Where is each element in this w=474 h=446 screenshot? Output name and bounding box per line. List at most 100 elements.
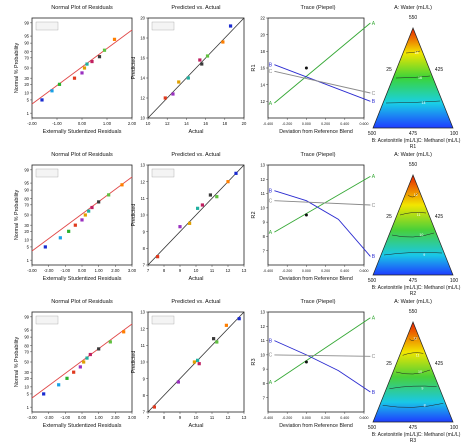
x-tick-label: 0.600 xyxy=(360,416,369,420)
pva-plot-title: Predicted vs. Actual xyxy=(171,152,220,158)
x-tick-label: 10 xyxy=(194,268,199,273)
y-tick-label: 80 xyxy=(24,49,29,54)
ternary-bottom-mid-value: 475 xyxy=(409,425,418,431)
x-axis-label: Deviation from Reference Blend xyxy=(279,129,353,135)
contour-line xyxy=(383,252,443,256)
y-tick-label: 20 xyxy=(24,376,29,381)
data-point xyxy=(186,76,190,80)
y-tick-label: 12 xyxy=(260,177,265,182)
data-point xyxy=(82,360,86,364)
reference-line xyxy=(31,176,133,252)
y-tick-label: 10 xyxy=(140,360,145,365)
x-tick-label: 0.400 xyxy=(340,269,349,273)
ternary-top-label: A: Water (mL/L) xyxy=(394,152,432,158)
data-point xyxy=(234,171,238,175)
x-tick-label: 8 xyxy=(163,415,166,420)
trace-label-c: C xyxy=(372,354,376,360)
ternary-mid-left-value: 25 xyxy=(386,361,392,367)
trace-line-b xyxy=(274,64,371,102)
y-tick-label: 8 xyxy=(263,381,266,386)
trace-plot-title: Trace (Piepel) xyxy=(301,152,336,158)
y-tick-label: 99 xyxy=(24,20,29,25)
y-tick-label: 5 xyxy=(27,245,30,250)
x-tick-label: 7 xyxy=(147,268,150,273)
y-tick-label: 1 xyxy=(27,111,30,116)
data-point xyxy=(228,24,233,28)
ternary-right-label: C: Methanol (mL/L) xyxy=(418,432,461,438)
ternary-bottom-left-value: 500 xyxy=(368,131,377,137)
ternary-subtitle: R3 xyxy=(410,438,417,444)
data-point xyxy=(198,58,202,62)
ternary-subtitle: R2 xyxy=(410,291,417,297)
data-point xyxy=(192,360,196,364)
normal-plot-title: Normal Plot of Residuals xyxy=(51,152,113,158)
y-tick-label: 10 xyxy=(140,213,145,218)
data-point xyxy=(102,48,107,52)
ternary-surface xyxy=(372,174,454,276)
contour-line xyxy=(395,75,431,79)
y-tick-label: 20 xyxy=(140,16,145,21)
y-tick-label: 13 xyxy=(260,310,265,315)
y-tick-label: 70 xyxy=(24,202,29,207)
x-axis-label: Actual xyxy=(189,129,204,135)
data-point xyxy=(73,223,77,227)
x-tick-label: 0.400 xyxy=(340,122,349,126)
contour-line xyxy=(407,192,419,198)
y-axis-label: Normal % Probability xyxy=(14,190,20,241)
reference-line xyxy=(147,17,245,119)
y-tick-label: 10 xyxy=(24,90,29,95)
trace-plot-1: Trace (Piepel) -0.400 -0.200 0.000 0.200 0.40… xyxy=(251,152,376,282)
x-tick-label: 12 xyxy=(226,415,231,420)
y-tick-label: 18 xyxy=(260,49,265,54)
trace-label-b: B xyxy=(269,62,273,68)
x-tick-label: 11 xyxy=(210,268,215,273)
x-tick-label: 0.600 xyxy=(360,269,369,273)
y-tick-label: 1 xyxy=(27,405,30,410)
normal-plot-frame xyxy=(31,311,133,413)
x-tick-label: 18 xyxy=(222,121,227,126)
y-tick-label: 20 xyxy=(24,229,29,234)
x-tick-label: 2.00 xyxy=(111,415,120,420)
contour-line xyxy=(409,336,417,341)
ternary-mid-right-value: 425 xyxy=(435,67,444,73)
y-tick-label: 14 xyxy=(260,82,265,87)
data-point xyxy=(43,245,47,249)
y-tick-label: 90 xyxy=(24,188,29,193)
x-axis-label: Actual xyxy=(189,423,204,429)
ternary-left-label: B: Acetonitrile (mL/L) xyxy=(372,432,419,438)
y-tick-label: 7 xyxy=(263,395,266,400)
pva-plot-title: Predicted vs. Actual xyxy=(171,299,220,305)
data-point xyxy=(215,195,219,199)
y-tick-label: 80 xyxy=(24,343,29,348)
y-tick-label: 10 xyxy=(260,352,265,357)
y-axis-label: R3 xyxy=(251,358,257,365)
trace-line-c xyxy=(274,70,371,94)
y-tick-label: 90 xyxy=(24,335,29,340)
x-axis-label: Deviation from Reference Blend xyxy=(279,276,353,282)
x-tick-label: -0.400 xyxy=(263,122,273,126)
trace-label-a: A xyxy=(269,101,273,107)
data-point xyxy=(221,40,225,44)
y-tick-label: 30 xyxy=(24,76,29,81)
design-info-box xyxy=(35,315,59,325)
ternary-mid-left-value: 25 xyxy=(386,214,392,220)
data-point xyxy=(108,340,112,344)
ternary-top-label: A: Water (mL/L) xyxy=(394,5,432,11)
x-axis-label: Deviation from Reference Blend xyxy=(279,423,353,429)
x-axis-label: Actual xyxy=(189,276,204,282)
trace-label-b: B xyxy=(372,390,376,396)
reference-line xyxy=(31,29,133,105)
y-tick-label: 20 xyxy=(260,32,265,37)
contour-label: 12 xyxy=(414,193,418,197)
ternary-surface xyxy=(372,27,454,129)
ternary-subtitle: R1 xyxy=(410,144,417,150)
trace-label-b: B xyxy=(372,254,376,260)
y-tick-label: 99 xyxy=(24,167,29,172)
x-tick-label: -1.00 xyxy=(61,268,71,273)
data-point xyxy=(212,337,216,341)
y-tick-label: 12 xyxy=(260,324,265,329)
data-point xyxy=(224,323,228,327)
data-point xyxy=(163,96,167,100)
x-tick-label: 8 xyxy=(163,268,166,273)
